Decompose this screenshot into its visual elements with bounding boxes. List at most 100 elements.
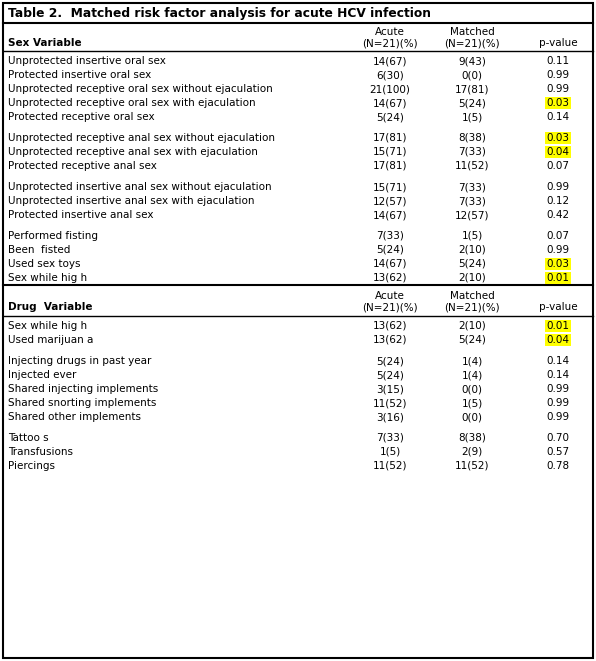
Text: 0.12: 0.12: [547, 196, 570, 206]
Text: 21(100): 21(100): [370, 84, 411, 94]
Text: 11(52): 11(52): [455, 461, 489, 471]
Text: Injected ever: Injected ever: [8, 370, 76, 380]
Text: 8(38): 8(38): [458, 133, 486, 143]
Text: p-value: p-value: [539, 302, 578, 312]
Text: Unprotected insertive anal sex with ejaculation: Unprotected insertive anal sex with ejac…: [8, 196, 254, 206]
Text: 0.99: 0.99: [547, 384, 570, 394]
Text: 15(71): 15(71): [372, 147, 407, 157]
Text: 0(0): 0(0): [461, 384, 483, 394]
Text: Unprotected insertive anal sex without ejaculation: Unprotected insertive anal sex without e…: [8, 182, 272, 192]
Text: 0.03: 0.03: [547, 259, 570, 269]
Text: 1(5): 1(5): [380, 447, 401, 457]
Text: Performed fisting: Performed fisting: [8, 231, 98, 241]
Text: Protected insertive anal sex: Protected insertive anal sex: [8, 210, 154, 220]
Text: Used marijuan a: Used marijuan a: [8, 335, 94, 345]
Text: 0.01: 0.01: [547, 273, 570, 283]
Text: 0.99: 0.99: [547, 245, 570, 255]
Text: 2(10): 2(10): [458, 245, 486, 255]
Text: 14(67): 14(67): [372, 98, 407, 108]
Text: (N=21)(%): (N=21)(%): [362, 302, 418, 312]
Text: 2(10): 2(10): [458, 321, 486, 331]
Text: 7(33): 7(33): [376, 231, 404, 241]
Text: Shared other implements: Shared other implements: [8, 412, 141, 422]
Text: 0.99: 0.99: [547, 398, 570, 408]
Text: (N=21)(%): (N=21)(%): [444, 302, 500, 312]
Text: 0(0): 0(0): [461, 412, 483, 422]
Text: Drug  Variable: Drug Variable: [8, 302, 92, 312]
Text: 5(24): 5(24): [376, 245, 404, 255]
Text: Piercings: Piercings: [8, 461, 55, 471]
Text: Used sex toys: Used sex toys: [8, 259, 80, 269]
Text: 0.07: 0.07: [547, 161, 570, 171]
Text: 0.07: 0.07: [547, 231, 570, 241]
Text: Acute: Acute: [375, 27, 405, 37]
Text: Transfusions: Transfusions: [8, 447, 73, 457]
Text: 1(4): 1(4): [461, 370, 483, 380]
Text: 14(67): 14(67): [372, 56, 407, 66]
Text: 0.99: 0.99: [547, 412, 570, 422]
Text: 3(16): 3(16): [376, 412, 404, 422]
Text: 0.99: 0.99: [547, 70, 570, 80]
Text: 1(4): 1(4): [461, 356, 483, 366]
Text: 0.04: 0.04: [547, 147, 570, 157]
Text: 7(33): 7(33): [458, 182, 486, 192]
Text: 14(67): 14(67): [372, 210, 407, 220]
Text: 11(52): 11(52): [372, 461, 407, 471]
Text: 0.99: 0.99: [547, 84, 570, 94]
Text: 5(24): 5(24): [376, 356, 404, 366]
Text: Sex while hig h: Sex while hig h: [8, 273, 87, 283]
Text: p-value: p-value: [539, 38, 578, 48]
Text: 2(10): 2(10): [458, 273, 486, 283]
Text: 1(5): 1(5): [461, 231, 483, 241]
Text: 0(0): 0(0): [461, 70, 483, 80]
Text: Shared injecting implements: Shared injecting implements: [8, 384, 159, 394]
Text: 14(67): 14(67): [372, 259, 407, 269]
Text: 0.01: 0.01: [547, 321, 570, 331]
Text: 1(5): 1(5): [461, 398, 483, 408]
Text: 7(33): 7(33): [376, 433, 404, 443]
Text: 0.14: 0.14: [547, 356, 570, 366]
Text: 17(81): 17(81): [372, 133, 407, 143]
Text: (N=21)(%): (N=21)(%): [362, 38, 418, 48]
Text: 3(15): 3(15): [376, 384, 404, 394]
Text: 0.03: 0.03: [547, 98, 570, 108]
Text: 0.42: 0.42: [547, 210, 570, 220]
Text: 0.11: 0.11: [547, 56, 570, 66]
Text: 5(24): 5(24): [376, 112, 404, 122]
Text: Been  fisted: Been fisted: [8, 245, 70, 255]
Text: (N=21)(%): (N=21)(%): [444, 38, 500, 48]
Text: 0.99: 0.99: [547, 182, 570, 192]
Text: Table 2.  Matched risk factor analysis for acute HCV infection: Table 2. Matched risk factor analysis fo…: [8, 7, 431, 20]
Text: Sex while hig h: Sex while hig h: [8, 321, 87, 331]
Text: 17(81): 17(81): [455, 84, 489, 94]
Text: 9(43): 9(43): [458, 56, 486, 66]
Text: Unprotected insertive oral sex: Unprotected insertive oral sex: [8, 56, 166, 66]
Text: 7(33): 7(33): [458, 196, 486, 206]
Text: Sex Variable: Sex Variable: [8, 38, 82, 48]
Text: 13(62): 13(62): [372, 335, 407, 345]
Text: 0.57: 0.57: [547, 447, 570, 457]
Text: 0.03: 0.03: [547, 133, 570, 143]
Text: 5(24): 5(24): [458, 259, 486, 269]
Text: Protected receptive oral sex: Protected receptive oral sex: [8, 112, 154, 122]
Text: 5(24): 5(24): [376, 370, 404, 380]
Text: 5(24): 5(24): [458, 98, 486, 108]
Text: 0.14: 0.14: [547, 112, 570, 122]
Text: Unprotected receptive oral sex without ejaculation: Unprotected receptive oral sex without e…: [8, 84, 273, 94]
Text: 0.14: 0.14: [547, 370, 570, 380]
Text: 15(71): 15(71): [372, 182, 407, 192]
Text: 6(30): 6(30): [376, 70, 404, 80]
Text: 11(52): 11(52): [455, 161, 489, 171]
Text: Unprotected receptive anal sex with ejaculation: Unprotected receptive anal sex with ejac…: [8, 147, 258, 157]
Text: 13(62): 13(62): [372, 321, 407, 331]
Text: Shared snorting implements: Shared snorting implements: [8, 398, 156, 408]
Text: 12(57): 12(57): [372, 196, 407, 206]
Text: 0.04: 0.04: [547, 335, 570, 345]
Text: 8(38): 8(38): [458, 433, 486, 443]
Text: 1(5): 1(5): [461, 112, 483, 122]
Text: 5(24): 5(24): [458, 335, 486, 345]
Text: Injecting drugs in past year: Injecting drugs in past year: [8, 356, 151, 366]
Text: 17(81): 17(81): [372, 161, 407, 171]
Text: Acute: Acute: [375, 291, 405, 301]
FancyBboxPatch shape: [3, 3, 593, 658]
